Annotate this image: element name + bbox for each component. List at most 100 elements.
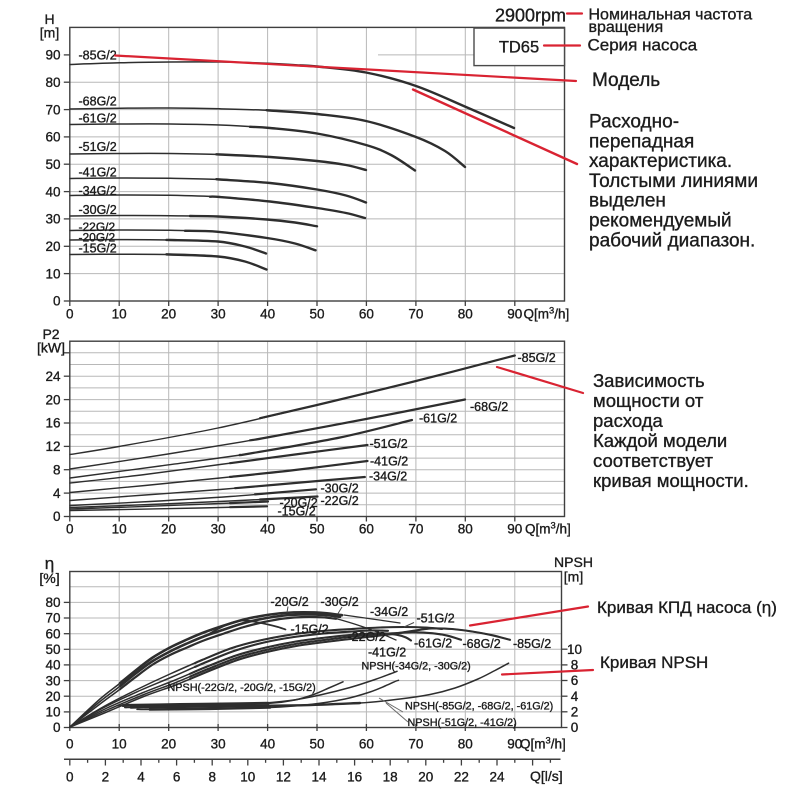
svg-text:24: 24 xyxy=(45,369,61,384)
svg-text:40: 40 xyxy=(260,307,275,322)
svg-text:60: 60 xyxy=(359,307,374,322)
svg-text:10: 10 xyxy=(567,642,582,657)
svg-text:-22G/2: -22G/2 xyxy=(79,220,116,234)
svg-text:0: 0 xyxy=(53,509,61,524)
svg-text:мощности от: мощности от xyxy=(593,390,704,411)
svg-text:60: 60 xyxy=(45,626,60,641)
svg-text:10: 10 xyxy=(45,266,60,281)
svg-text:90: 90 xyxy=(507,307,522,322)
svg-text:Q[m3/h]: Q[m3/h] xyxy=(520,735,566,752)
svg-text:2: 2 xyxy=(102,770,110,785)
svg-text:Кривая NPSH: Кривая NPSH xyxy=(600,653,708,672)
svg-text:90: 90 xyxy=(507,522,522,537)
svg-text:Q[m3/h]: Q[m3/h] xyxy=(524,305,570,322)
svg-text:40: 40 xyxy=(260,737,275,752)
svg-text:12: 12 xyxy=(276,770,291,785)
svg-text:70: 70 xyxy=(408,522,423,537)
svg-text:20: 20 xyxy=(45,689,60,704)
svg-text:60: 60 xyxy=(45,130,60,145)
svg-text:характеристика.: характеристика. xyxy=(589,151,732,172)
svg-text:-51G/2: -51G/2 xyxy=(370,437,408,451)
svg-text:-61G/2: -61G/2 xyxy=(419,412,457,426)
svg-text:-41G/2: -41G/2 xyxy=(368,646,406,660)
svg-text:6: 6 xyxy=(571,673,579,688)
svg-text:-85G/2: -85G/2 xyxy=(513,637,551,651)
svg-text:-51G/2: -51G/2 xyxy=(417,612,455,626)
svg-text:10: 10 xyxy=(240,770,255,785)
svg-text:-85G/2: -85G/2 xyxy=(518,351,556,365)
svg-text:[%]: [%] xyxy=(39,570,59,586)
svg-text:Модель: Модель xyxy=(592,70,660,91)
svg-text:[kW]: [kW] xyxy=(37,340,65,356)
svg-text:NPSH(-34G/2, -30G/2): NPSH(-34G/2, -30G/2) xyxy=(362,661,471,673)
svg-text:24: 24 xyxy=(489,770,505,785)
svg-text:80: 80 xyxy=(45,75,60,90)
svg-text:0: 0 xyxy=(571,720,579,735)
svg-text:Кривая КПД насоса (η): Кривая КПД насоса (η) xyxy=(597,598,777,617)
svg-text:14: 14 xyxy=(311,770,327,785)
svg-text:кривая мощности.: кривая мощности. xyxy=(593,470,749,491)
svg-text:Расходно-: Расходно- xyxy=(589,112,679,133)
svg-text:-22G/2: -22G/2 xyxy=(321,494,359,508)
svg-text:40: 40 xyxy=(45,184,60,199)
svg-text:-30G/2: -30G/2 xyxy=(321,595,359,609)
svg-text:10: 10 xyxy=(112,307,127,322)
svg-text:30: 30 xyxy=(45,673,60,688)
svg-text:50: 50 xyxy=(309,522,324,537)
svg-text:60: 60 xyxy=(359,737,374,752)
svg-text:NPSH(-51G/2, -41G/2): NPSH(-51G/2, -41G/2) xyxy=(408,717,517,729)
svg-text:2900rpm: 2900rpm xyxy=(495,6,566,26)
svg-text:Серия насоса: Серия насоса xyxy=(588,36,698,55)
svg-text:0: 0 xyxy=(53,720,61,735)
svg-text:30: 30 xyxy=(211,307,226,322)
svg-text:Q[m3/h]: Q[m3/h] xyxy=(525,520,571,537)
svg-text:10: 10 xyxy=(112,737,127,752)
svg-text:-15G/2: -15G/2 xyxy=(79,242,117,256)
svg-text:Q[l/s]: Q[l/s] xyxy=(530,768,563,784)
svg-text:-68G/2: -68G/2 xyxy=(463,637,501,651)
svg-text:[m]: [m] xyxy=(40,25,59,41)
svg-text:80: 80 xyxy=(458,307,473,322)
svg-text:-15G/2: -15G/2 xyxy=(291,623,329,637)
svg-text:6: 6 xyxy=(173,770,181,785)
svg-text:2: 2 xyxy=(571,705,579,720)
svg-text:-34G/2: -34G/2 xyxy=(369,469,407,483)
svg-text:NPSH(-85G/2, -68G/2, -61G/2): NPSH(-85G/2, -68G/2, -61G/2) xyxy=(405,701,553,713)
svg-text:-51G/2: -51G/2 xyxy=(79,140,117,154)
svg-text:90: 90 xyxy=(507,737,522,752)
svg-text:20: 20 xyxy=(418,770,433,785)
svg-text:-68G/2: -68G/2 xyxy=(470,400,508,414)
svg-text:40: 40 xyxy=(260,522,275,537)
svg-text:50: 50 xyxy=(45,157,60,172)
svg-text:0: 0 xyxy=(66,737,74,752)
svg-text:70: 70 xyxy=(408,737,423,752)
svg-text:TD65: TD65 xyxy=(499,39,539,57)
svg-text:60: 60 xyxy=(359,522,374,537)
svg-text:рабочий диапазон.: рабочий диапазон. xyxy=(589,230,755,251)
svg-text:перепадная: перепадная xyxy=(589,131,694,152)
svg-text:-15G/2: -15G/2 xyxy=(278,505,316,519)
svg-text:NPSH(-22G/2, -20G/2, -15G/2): NPSH(-22G/2, -20G/2, -15G/2) xyxy=(168,682,316,694)
svg-text:0: 0 xyxy=(66,522,74,537)
svg-text:выделен: выделен xyxy=(589,191,666,212)
svg-text:50: 50 xyxy=(309,737,324,752)
svg-text:-41G/2: -41G/2 xyxy=(370,455,408,469)
svg-text:10: 10 xyxy=(112,522,127,537)
svg-text:-20G/2: -20G/2 xyxy=(271,595,309,609)
svg-text:Каждой модели: Каждой модели xyxy=(593,430,727,451)
svg-text:-20G/2: -20G/2 xyxy=(280,496,318,510)
svg-text:4: 4 xyxy=(137,770,145,785)
svg-text:16: 16 xyxy=(347,770,362,785)
svg-text:10: 10 xyxy=(45,705,60,720)
svg-text:соответствует: соответствует xyxy=(593,450,714,471)
svg-text:-20G/2: -20G/2 xyxy=(79,230,116,244)
svg-text:70: 70 xyxy=(45,611,60,626)
svg-text:40: 40 xyxy=(45,658,60,673)
svg-text:20: 20 xyxy=(161,307,176,322)
svg-text:-61G/2: -61G/2 xyxy=(414,637,452,651)
svg-text:8: 8 xyxy=(53,462,61,477)
svg-text:расхода: расхода xyxy=(593,410,664,431)
svg-text:-68G/2: -68G/2 xyxy=(79,95,117,109)
svg-text:4: 4 xyxy=(53,486,61,501)
svg-text:20: 20 xyxy=(161,737,176,752)
